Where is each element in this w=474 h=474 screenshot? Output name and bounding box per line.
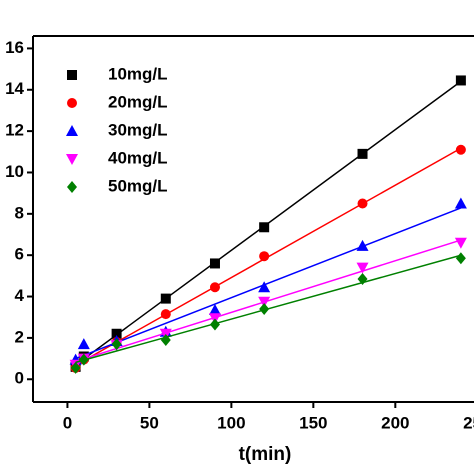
marker — [209, 258, 220, 269]
marker — [455, 252, 466, 265]
marker — [259, 222, 270, 233]
y-tick-label: 6 — [15, 245, 24, 264]
x-tick-label: 0 — [63, 413, 72, 432]
y-tick-label: 0 — [15, 369, 24, 388]
marker — [160, 293, 171, 304]
legend-marker — [66, 125, 78, 136]
marker — [357, 198, 368, 209]
marker — [258, 281, 271, 293]
marker — [357, 148, 368, 159]
marker — [259, 251, 270, 262]
y-tick-label: 10 — [5, 162, 24, 181]
y-tick-label: 14 — [5, 79, 24, 98]
x-tick-label: 200 — [381, 413, 409, 432]
marker — [357, 272, 368, 285]
y-tick-label: 12 — [5, 121, 24, 140]
fit-line — [75, 207, 462, 360]
y-tick-label: 16 — [5, 38, 24, 57]
x-tick-label: 250 — [463, 413, 474, 432]
marker — [208, 303, 221, 315]
legend-marker — [67, 98, 77, 108]
legend-marker — [67, 70, 77, 80]
legend-label: 10mg/L — [108, 64, 168, 83]
legend-marker — [66, 154, 78, 165]
marker — [77, 338, 90, 350]
fit-line — [75, 239, 462, 363]
legend-label: 40mg/L — [108, 148, 168, 167]
x-axis-label: t(min) — [239, 444, 292, 465]
marker — [70, 361, 81, 374]
marker — [356, 262, 369, 274]
x-tick-label: 150 — [299, 413, 327, 432]
marker — [209, 318, 220, 331]
marker — [78, 353, 89, 366]
legend-label: 20mg/L — [108, 92, 168, 111]
marker — [455, 144, 466, 155]
marker — [454, 197, 467, 209]
y-tick-label: 4 — [15, 286, 25, 305]
x-tick-label: 50 — [140, 413, 159, 432]
marker — [258, 296, 271, 308]
x-tick-label: 100 — [217, 413, 245, 432]
marker — [209, 282, 220, 293]
marker — [454, 237, 467, 249]
marker — [259, 302, 270, 315]
legend-marker — [67, 181, 77, 193]
marker — [160, 309, 171, 320]
marker — [455, 75, 466, 86]
marker — [356, 239, 369, 251]
y-tick-label: 8 — [15, 203, 24, 222]
marker — [111, 328, 122, 339]
y-tick-label: 2 — [15, 327, 24, 346]
marker — [111, 338, 122, 351]
marker — [160, 333, 171, 346]
legend-label: 30mg/L — [108, 120, 168, 139]
legend-label: 50mg/L — [108, 176, 168, 195]
